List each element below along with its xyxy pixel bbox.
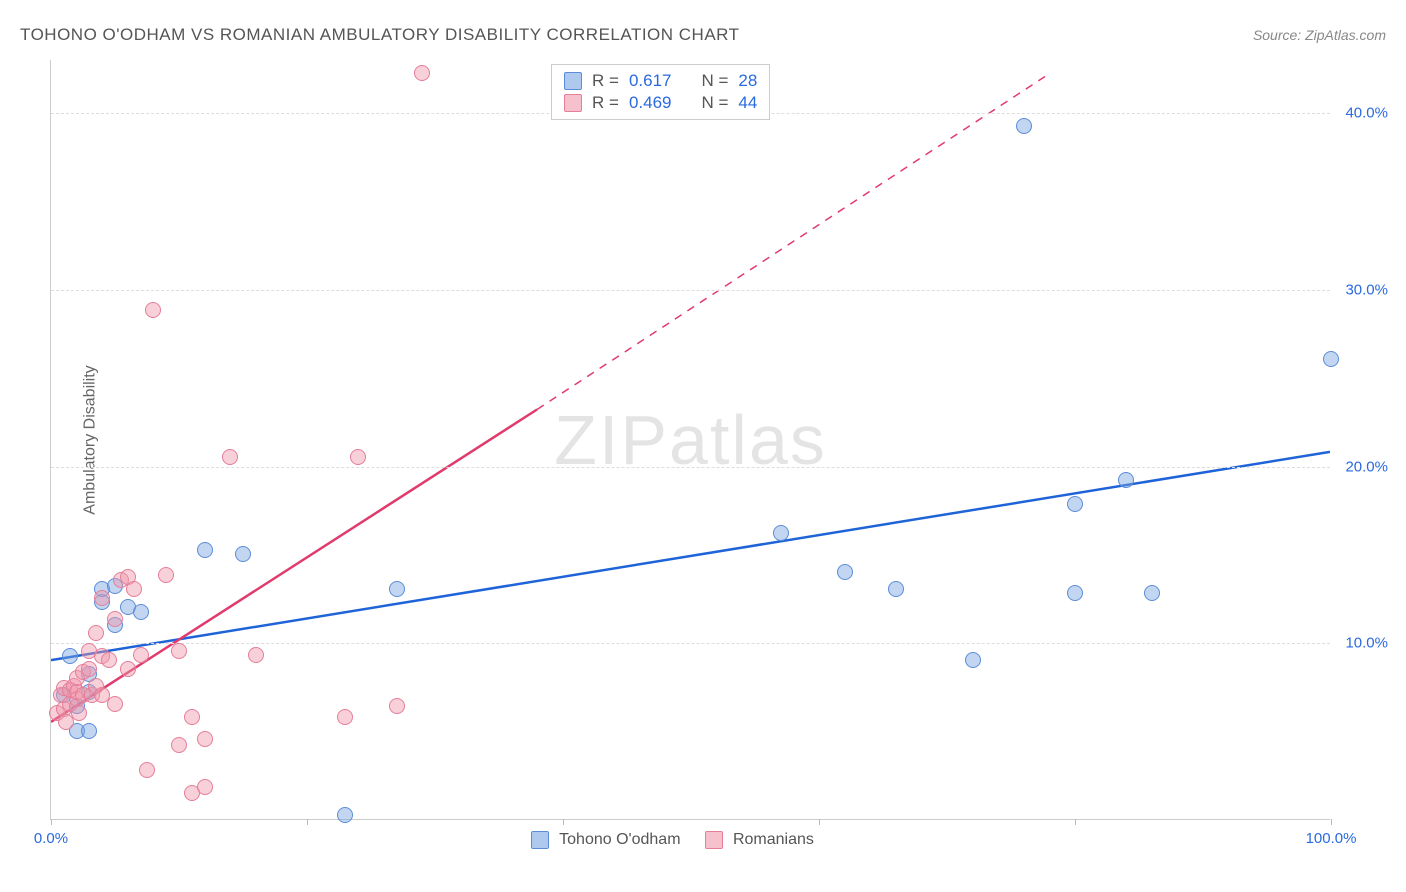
y-tick-label: 40.0% bbox=[1345, 105, 1388, 122]
x-tick-label: 0.0% bbox=[34, 830, 68, 847]
x-tick bbox=[51, 819, 52, 825]
y-tick-label: 30.0% bbox=[1345, 281, 1388, 298]
gridline bbox=[51, 467, 1330, 468]
scatter-point-b bbox=[71, 705, 87, 721]
scatter-point-a bbox=[81, 723, 97, 739]
x-tick-label: 100.0% bbox=[1306, 830, 1357, 847]
swatch-b-icon bbox=[564, 94, 582, 112]
scatter-point-b bbox=[197, 731, 213, 747]
plot-area: Ambulatory Disability ZIPatlas R = 0.617… bbox=[50, 60, 1330, 820]
scatter-point-a bbox=[888, 581, 904, 597]
scatter-point-a bbox=[837, 564, 853, 580]
scatter-point-b bbox=[248, 647, 264, 663]
legend-item-b: Romanians bbox=[705, 831, 814, 849]
chart-title: TOHONO O'ODHAM VS ROMANIAN AMBULATORY DI… bbox=[20, 25, 740, 45]
r-value-a: 0.617 bbox=[629, 71, 672, 91]
scatter-point-b bbox=[101, 652, 117, 668]
n-label: N = bbox=[701, 93, 728, 113]
scatter-point-b bbox=[133, 647, 149, 663]
swatch-a-icon bbox=[564, 72, 582, 90]
r-label: R = bbox=[592, 93, 619, 113]
n-label: N = bbox=[701, 71, 728, 91]
watermark: ZIPatlas bbox=[554, 400, 827, 480]
scatter-point-a bbox=[1067, 496, 1083, 512]
scatter-point-b bbox=[145, 302, 161, 318]
legend-row-b: R = 0.469 N = 44 bbox=[564, 93, 757, 113]
scatter-point-a bbox=[197, 542, 213, 558]
scatter-point-a bbox=[337, 807, 353, 823]
scatter-point-a bbox=[1016, 118, 1032, 134]
scatter-point-b bbox=[158, 567, 174, 583]
y-axis-title: Ambulatory Disability bbox=[82, 365, 100, 514]
swatch-a-icon bbox=[531, 831, 549, 849]
scatter-point-a bbox=[389, 581, 405, 597]
r-value-b: 0.469 bbox=[629, 93, 672, 113]
scatter-point-b bbox=[337, 709, 353, 725]
y-tick-label: 10.0% bbox=[1345, 635, 1388, 652]
gridline bbox=[51, 290, 1330, 291]
n-value-b: 44 bbox=[738, 93, 757, 113]
y-tick-label: 20.0% bbox=[1345, 458, 1388, 475]
scatter-point-b bbox=[107, 611, 123, 627]
scatter-point-b bbox=[350, 449, 366, 465]
x-tick bbox=[1075, 819, 1076, 825]
legend-series: Tohono O'odham Romanians bbox=[531, 831, 814, 849]
trend-line bbox=[537, 74, 1049, 409]
scatter-point-a bbox=[1067, 585, 1083, 601]
legend-item-a: Tohono O'odham bbox=[531, 831, 681, 849]
scatter-point-b bbox=[139, 762, 155, 778]
r-label: R = bbox=[592, 71, 619, 91]
swatch-b-icon bbox=[705, 831, 723, 849]
scatter-point-a bbox=[1144, 585, 1160, 601]
scatter-point-a bbox=[1118, 472, 1134, 488]
scatter-point-b bbox=[184, 709, 200, 725]
legend-label-a: Tohono O'odham bbox=[559, 831, 680, 848]
x-tick bbox=[307, 819, 308, 825]
scatter-point-a bbox=[773, 525, 789, 541]
scatter-point-b bbox=[107, 696, 123, 712]
scatter-point-b bbox=[171, 643, 187, 659]
x-tick bbox=[1331, 819, 1332, 825]
trend-lines-svg bbox=[51, 60, 1330, 819]
scatter-point-b bbox=[94, 590, 110, 606]
scatter-point-b bbox=[81, 661, 97, 677]
x-tick bbox=[563, 819, 564, 825]
legend-label-b: Romanians bbox=[733, 831, 814, 848]
legend-correlation-box: R = 0.617 N = 28 R = 0.469 N = 44 bbox=[551, 64, 770, 120]
scatter-point-b bbox=[222, 449, 238, 465]
scatter-point-b bbox=[389, 698, 405, 714]
scatter-point-b bbox=[197, 779, 213, 795]
scatter-point-a bbox=[235, 546, 251, 562]
scatter-point-b bbox=[126, 581, 142, 597]
source-label: Source: ZipAtlas.com bbox=[1253, 27, 1386, 43]
scatter-point-a bbox=[965, 652, 981, 668]
x-tick bbox=[819, 819, 820, 825]
gridline bbox=[51, 643, 1330, 644]
scatter-point-a bbox=[1323, 351, 1339, 367]
legend-row-a: R = 0.617 N = 28 bbox=[564, 71, 757, 91]
n-value-a: 28 bbox=[738, 71, 757, 91]
scatter-point-b bbox=[171, 737, 187, 753]
scatter-point-a bbox=[133, 604, 149, 620]
scatter-point-b bbox=[120, 661, 136, 677]
scatter-point-a bbox=[62, 648, 78, 664]
scatter-point-b bbox=[88, 625, 104, 641]
scatter-point-b bbox=[414, 65, 430, 81]
